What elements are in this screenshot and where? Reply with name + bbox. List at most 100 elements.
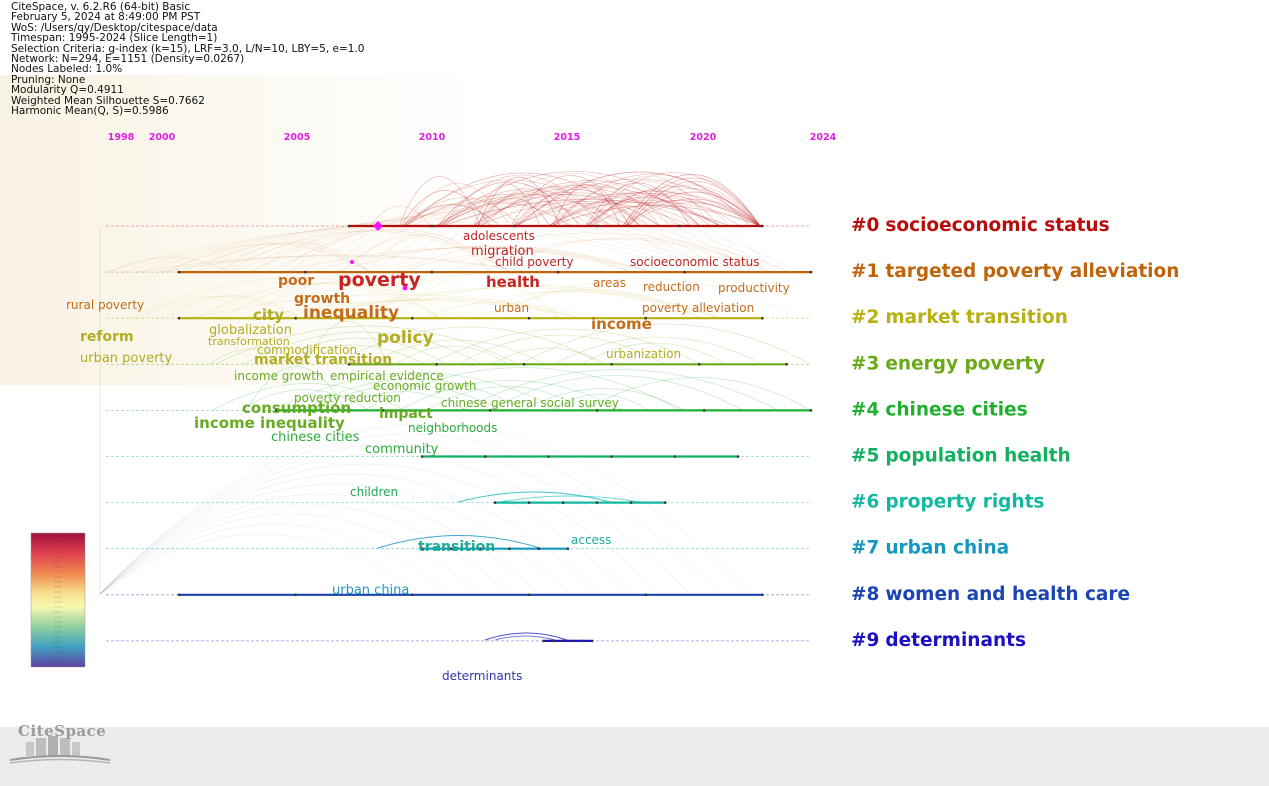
cluster-node[interactable] xyxy=(274,409,278,412)
cluster-node[interactable] xyxy=(678,224,682,228)
cluster-node[interactable] xyxy=(294,316,297,320)
cluster-node[interactable] xyxy=(761,593,764,597)
cluster-node[interactable] xyxy=(508,547,511,550)
cluster-node[interactable] xyxy=(561,501,565,504)
keyword-label[interactable]: children xyxy=(350,485,398,499)
cluster-node[interactable] xyxy=(673,455,677,458)
keyword-label[interactable]: productivity xyxy=(718,281,790,295)
cluster-node[interactable] xyxy=(430,270,434,274)
cluster-label[interactable]: #7 urban china xyxy=(851,538,1009,559)
keyword-label[interactable]: poverty reduction xyxy=(294,391,401,405)
keyword-label[interactable]: chinese cities xyxy=(271,430,360,445)
burst-node[interactable] xyxy=(373,221,383,231)
keyword-label[interactable]: determinants xyxy=(442,669,522,683)
cluster-label[interactable]: #4 chinese cities xyxy=(851,399,1028,420)
keyword-label[interactable]: access xyxy=(571,533,611,547)
cluster-node[interactable] xyxy=(420,455,424,458)
keyword-label[interactable]: urban china xyxy=(332,583,409,598)
keyword-label[interactable]: globalization xyxy=(209,323,292,338)
keyword-label[interactable]: income growth xyxy=(234,369,324,383)
keyword-label[interactable]: impact xyxy=(379,406,433,422)
keyword-label[interactable]: urbanization xyxy=(606,347,681,361)
keyword-label[interactable]: reform xyxy=(80,329,134,345)
cluster-node[interactable] xyxy=(420,547,424,550)
cluster-node[interactable] xyxy=(449,547,453,550)
cluster-node[interactable] xyxy=(493,501,497,504)
cluster-node[interactable] xyxy=(697,363,701,366)
cluster-node[interactable] xyxy=(537,547,541,550)
keyword-label[interactable]: income xyxy=(591,315,652,333)
cluster-node[interactable] xyxy=(610,455,613,458)
keyword-label[interactable]: empirical evidence xyxy=(330,369,444,383)
burst-node[interactable] xyxy=(350,260,354,264)
cluster-label[interactable]: #8 women and health care xyxy=(851,584,1130,605)
keyword-label[interactable]: areas xyxy=(593,276,626,290)
cluster-node[interactable] xyxy=(381,409,385,412)
keyword-label[interactable]: poor xyxy=(278,273,314,289)
cluster-node[interactable] xyxy=(595,224,599,228)
keyword-label[interactable]: transformation xyxy=(208,335,290,348)
cluster-node[interactable] xyxy=(571,639,575,643)
cluster-node[interactable] xyxy=(411,593,414,597)
cluster-node[interactable] xyxy=(581,639,584,643)
cluster-node[interactable] xyxy=(561,639,565,643)
cluster-node[interactable] xyxy=(479,547,482,550)
cluster-node[interactable] xyxy=(785,363,788,366)
keyword-label[interactable]: community xyxy=(365,442,439,457)
cluster-node[interactable] xyxy=(483,455,487,458)
cluster-node[interactable] xyxy=(644,593,647,597)
cluster-node[interactable] xyxy=(513,224,516,228)
keyword-label[interactable]: poverty alleviation xyxy=(642,301,754,315)
cluster-node[interactable] xyxy=(809,409,813,412)
cluster-node[interactable] xyxy=(177,316,181,320)
keyword-label[interactable]: policy xyxy=(377,328,434,348)
cluster-label[interactable]: #1 targeted poverty alleviation xyxy=(851,261,1179,282)
keyword-label[interactable]: poverty xyxy=(338,269,421,291)
cluster-node[interactable] xyxy=(663,501,667,504)
cluster-node[interactable] xyxy=(683,270,686,274)
keyword-label[interactable]: migration xyxy=(471,244,534,259)
cluster-label[interactable]: #6 property rights xyxy=(851,492,1044,513)
cluster-node[interactable] xyxy=(595,409,599,412)
keyword-label[interactable]: urban poverty xyxy=(80,351,173,366)
cluster-label[interactable]: #5 population health xyxy=(851,446,1071,467)
cluster-node[interactable] xyxy=(430,224,434,228)
keyword-label[interactable]: commodification xyxy=(257,343,357,357)
cluster-node[interactable] xyxy=(542,639,545,643)
cluster-node[interactable] xyxy=(566,547,570,550)
cluster-node[interactable] xyxy=(488,409,492,412)
keyword-label[interactable]: growth xyxy=(294,291,350,307)
keyword-label[interactable]: market transition xyxy=(254,352,392,368)
cluster-node[interactable] xyxy=(809,270,813,274)
cluster-node[interactable] xyxy=(177,270,181,274)
keyword-label[interactable]: economic growth xyxy=(373,379,476,393)
keyword-label[interactable]: child poverty xyxy=(495,255,574,269)
cluster-node[interactable] xyxy=(595,501,599,504)
keyword-label[interactable]: consumption xyxy=(242,399,351,417)
cluster-node[interactable] xyxy=(644,316,647,320)
cluster-label[interactable]: #2 market transition xyxy=(851,307,1068,328)
cluster-node[interactable] xyxy=(304,270,307,274)
cluster-node[interactable] xyxy=(590,639,594,643)
keyword-label[interactable]: reduction xyxy=(643,280,700,294)
cluster-node[interactable] xyxy=(610,363,613,366)
cluster-node[interactable] xyxy=(552,639,555,643)
keyword-label[interactable]: chinese general social survey xyxy=(441,396,619,410)
cluster-node[interactable] xyxy=(347,224,351,228)
cluster-node[interactable] xyxy=(177,593,181,597)
cluster-label[interactable]: #0 socioeconomic status xyxy=(851,215,1110,236)
keyword-label[interactable]: adolescents xyxy=(463,229,535,243)
cluster-node[interactable] xyxy=(761,316,764,320)
cluster-node[interactable] xyxy=(629,501,633,504)
keyword-label[interactable]: health xyxy=(486,273,540,291)
cluster-node[interactable] xyxy=(702,409,706,412)
cluster-node[interactable] xyxy=(347,363,351,366)
burst-node[interactable] xyxy=(402,285,408,291)
keyword-label[interactable]: income inequality xyxy=(194,414,345,432)
keyword-label[interactable]: socioeconomic status xyxy=(630,255,759,269)
cluster-node[interactable] xyxy=(527,593,531,597)
keyword-label[interactable]: rural poverty xyxy=(66,298,144,312)
cluster-node[interactable] xyxy=(527,316,531,320)
keyword-label[interactable]: city xyxy=(253,306,284,324)
keyword-label[interactable]: urban xyxy=(494,301,529,315)
